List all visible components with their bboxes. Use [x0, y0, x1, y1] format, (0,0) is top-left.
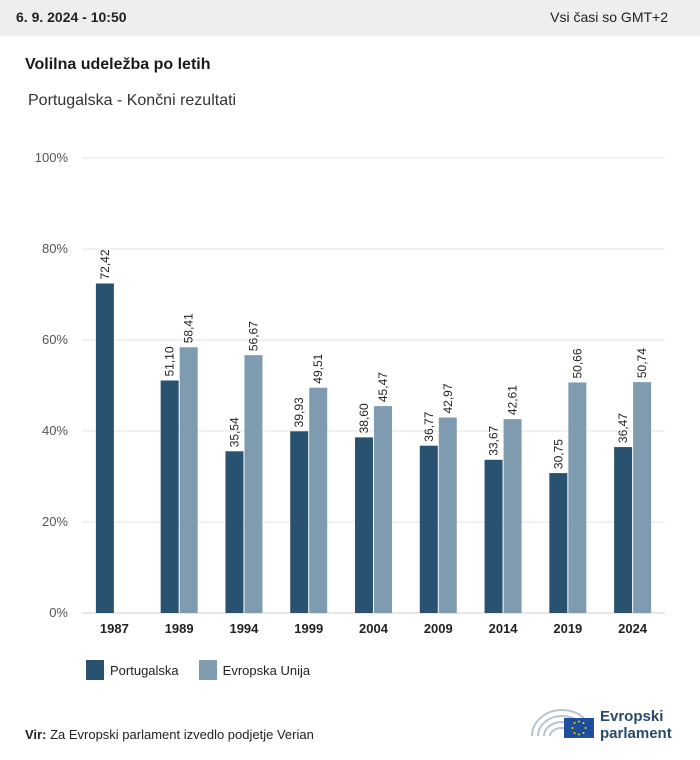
- data-label: 49,51: [311, 353, 325, 383]
- source-note: Vir: Za Evropski parlament izvedlo podje…: [25, 727, 314, 742]
- bar-eu: [374, 406, 392, 613]
- bar-eu: [244, 355, 263, 613]
- y-tick-label: 20%: [42, 514, 68, 529]
- bar-portugal: [95, 283, 114, 613]
- logo-line-2: parlament: [600, 725, 672, 742]
- bar-eu: [633, 382, 652, 613]
- y-tick-label: 100%: [35, 150, 69, 165]
- bar-portugal: [549, 473, 568, 613]
- source-text: Za Evropski parlament izvedlo podjetje V…: [50, 727, 314, 742]
- y-tick-label: 40%: [42, 423, 68, 438]
- bar-eu: [179, 347, 198, 613]
- top-bar: 6. 9. 2024 - 10:50 Vsi časi so GMT+2: [0, 0, 700, 36]
- bar-portugal: [419, 445, 438, 613]
- data-label: 72,42: [98, 249, 112, 279]
- y-tick-label: 80%: [42, 241, 68, 256]
- data-label: 36,77: [422, 411, 436, 441]
- x-tick-label: 1987: [100, 621, 129, 636]
- bar-eu: [438, 417, 457, 613]
- bar-eu: [309, 387, 328, 613]
- logo-text: Evropski parlament: [600, 708, 672, 742]
- bar-portugal: [614, 447, 633, 613]
- source-prefix: Vir:: [25, 727, 47, 742]
- x-tick-label: 2024: [618, 621, 648, 636]
- data-label: 38,60: [357, 403, 371, 433]
- data-label: 45,47: [376, 372, 390, 402]
- x-tick-label: 1994: [229, 621, 259, 636]
- chart-title: Volilna udeležba po letih: [25, 56, 211, 73]
- x-tick-label: 2014: [489, 621, 519, 636]
- bar-portugal: [160, 380, 179, 613]
- data-label: 50,74: [635, 348, 649, 378]
- legend-label-portugal: Portugalska: [110, 662, 179, 678]
- x-tick-label: 2004: [359, 621, 389, 636]
- data-label: 51,10: [163, 346, 177, 376]
- logo-line-1: Evropski: [600, 708, 664, 725]
- legend-swatch-eu: [198, 660, 217, 680]
- bar-portugal: [290, 431, 309, 613]
- turnout-bar-chart: 0% 20% 40% 60% 80% 100% 72,42 1987 51,10 58,41 198…: [35, 150, 665, 636]
- chart-subtitle: Portugalska - Končni rezultati: [28, 92, 237, 109]
- data-label: 35,54: [227, 417, 241, 447]
- data-label: 36,47: [616, 413, 630, 443]
- bar-portugal: [225, 451, 244, 613]
- bar-eu: [568, 382, 587, 613]
- bar-eu: [503, 419, 522, 613]
- timestamp: 6. 9. 2024 - 10:50: [16, 9, 127, 25]
- x-tick-label: 1989: [165, 621, 194, 636]
- x-tick-label: 2009: [424, 621, 453, 636]
- parliament-hemicycle-icon: [531, 709, 594, 738]
- data-label: 42,97: [441, 383, 455, 413]
- european-parliament-logo: Evropski parlament: [528, 702, 688, 742]
- y-tick-label: 60%: [42, 332, 68, 347]
- y-tick-label: 0%: [49, 605, 68, 620]
- bar-portugal: [355, 437, 373, 613]
- data-label: 42,61: [506, 385, 520, 415]
- data-label: 33,67: [487, 425, 501, 455]
- x-tick-label: 1999: [294, 621, 323, 636]
- legend-swatch-portugal: [86, 660, 104, 680]
- x-tick-label: 2019: [553, 621, 582, 636]
- data-label: 50,66: [570, 348, 584, 378]
- data-label: 58,41: [182, 313, 196, 343]
- legend: Portugalska Evropska Unija: [86, 660, 330, 680]
- data-label: 30,75: [551, 439, 565, 469]
- legend-label-eu: Evropska Unija: [222, 662, 311, 678]
- bar-portugal: [484, 459, 503, 613]
- data-label: 56,67: [246, 321, 260, 351]
- timezone-note: Vsi časi so GMT+2: [550, 9, 668, 25]
- data-label: 39,93: [292, 397, 306, 427]
